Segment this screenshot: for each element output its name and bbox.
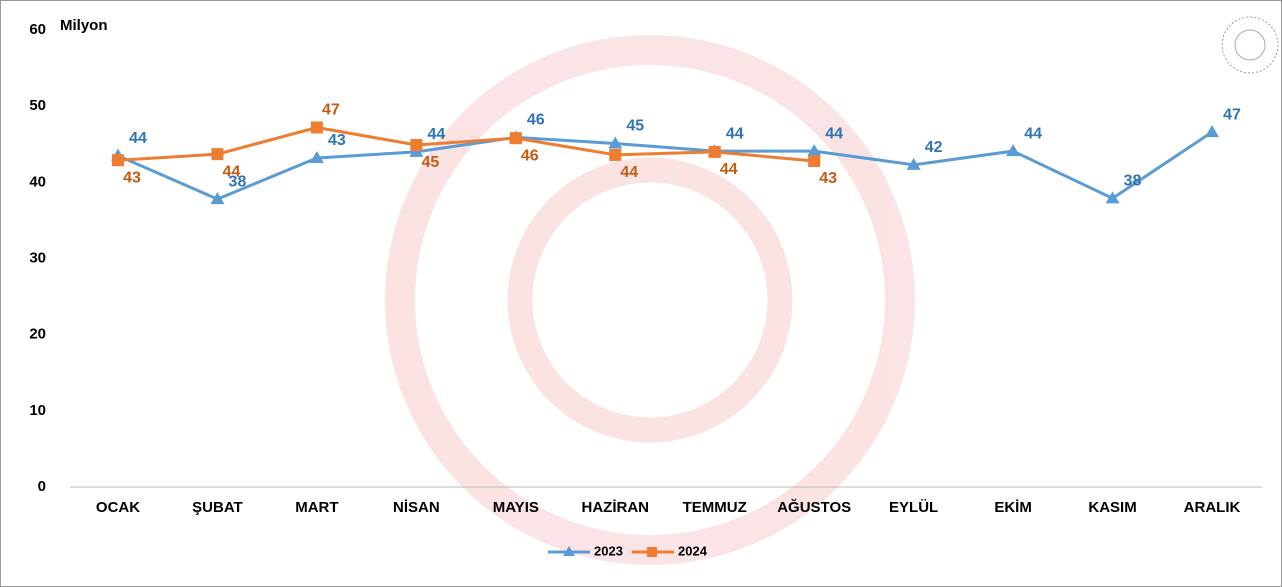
- y-tick-label: 10: [29, 402, 46, 419]
- marker: [112, 154, 124, 167]
- data-label: 42: [925, 139, 943, 156]
- data-label: 47: [1223, 106, 1241, 123]
- x-tick-label: MART: [295, 499, 338, 516]
- y-tick-label: 0: [38, 478, 46, 495]
- x-tick-label: AĞUSTOS: [777, 498, 851, 516]
- marker: [309, 150, 324, 163]
- marker: [210, 192, 225, 205]
- x-tick-label: EKİM: [994, 499, 1032, 516]
- x-tick-label: EYLÜL: [889, 499, 938, 516]
- y-tick-label: 40: [29, 173, 46, 190]
- y-tick-label: 50: [29, 97, 46, 114]
- data-label: 44: [129, 130, 147, 147]
- x-tick-label: NİSAN: [393, 499, 440, 516]
- data-label: 44: [825, 125, 843, 142]
- data-label: 46: [527, 112, 545, 129]
- data-label: 47: [322, 102, 340, 119]
- marker: [211, 148, 224, 161]
- series-line: [117, 125, 815, 163]
- data-label: 44: [1024, 125, 1042, 142]
- marker: [1205, 125, 1219, 138]
- emblem: [1221, 16, 1279, 74]
- y-axis-label: Milyon: [60, 17, 108, 34]
- x-tick-label: ARALIK: [1184, 499, 1241, 516]
- x-tick-label: MAYIS: [493, 499, 539, 516]
- y-tick-label: 30: [29, 249, 46, 266]
- data-label: 44: [223, 163, 241, 180]
- data-label: 38: [1124, 173, 1142, 190]
- x-tick-label: OCAK: [96, 499, 140, 516]
- marker: [807, 144, 822, 157]
- legend-label: 2023: [594, 543, 623, 558]
- legend-marker: [647, 547, 657, 557]
- marker: [808, 155, 821, 168]
- marker: [1006, 144, 1021, 157]
- data-label: 43: [819, 170, 837, 187]
- data-label: 43: [123, 169, 141, 186]
- data-label: 44: [620, 164, 638, 181]
- data-label: 44: [726, 125, 744, 142]
- data-label: 43: [328, 132, 346, 149]
- data-label: 45: [421, 154, 439, 171]
- x-tick-label: ŞUBAT: [192, 499, 243, 516]
- data-label: 44: [720, 161, 738, 178]
- x-tick-label: TEMMUZ: [683, 499, 747, 516]
- data-label: 45: [626, 118, 644, 135]
- marker: [509, 132, 522, 145]
- x-tick-label: KASIM: [1088, 499, 1136, 516]
- x-tick-label: HAZİRAN: [582, 499, 650, 516]
- marker: [1105, 191, 1120, 204]
- marker: [410, 139, 423, 152]
- y-tick-label: 60: [29, 21, 46, 38]
- data-label: 38: [229, 173, 247, 190]
- legend-label: 2024: [678, 543, 708, 558]
- data-label: 44: [427, 126, 445, 143]
- legend-marker: [563, 546, 575, 556]
- y-tick-label: 20: [29, 326, 46, 343]
- marker: [608, 136, 623, 149]
- marker: [609, 148, 622, 161]
- data-label: 46: [521, 147, 539, 164]
- marker: [906, 157, 921, 170]
- series-line: [117, 130, 1213, 201]
- marker: [310, 121, 323, 134]
- marker: [708, 145, 721, 158]
